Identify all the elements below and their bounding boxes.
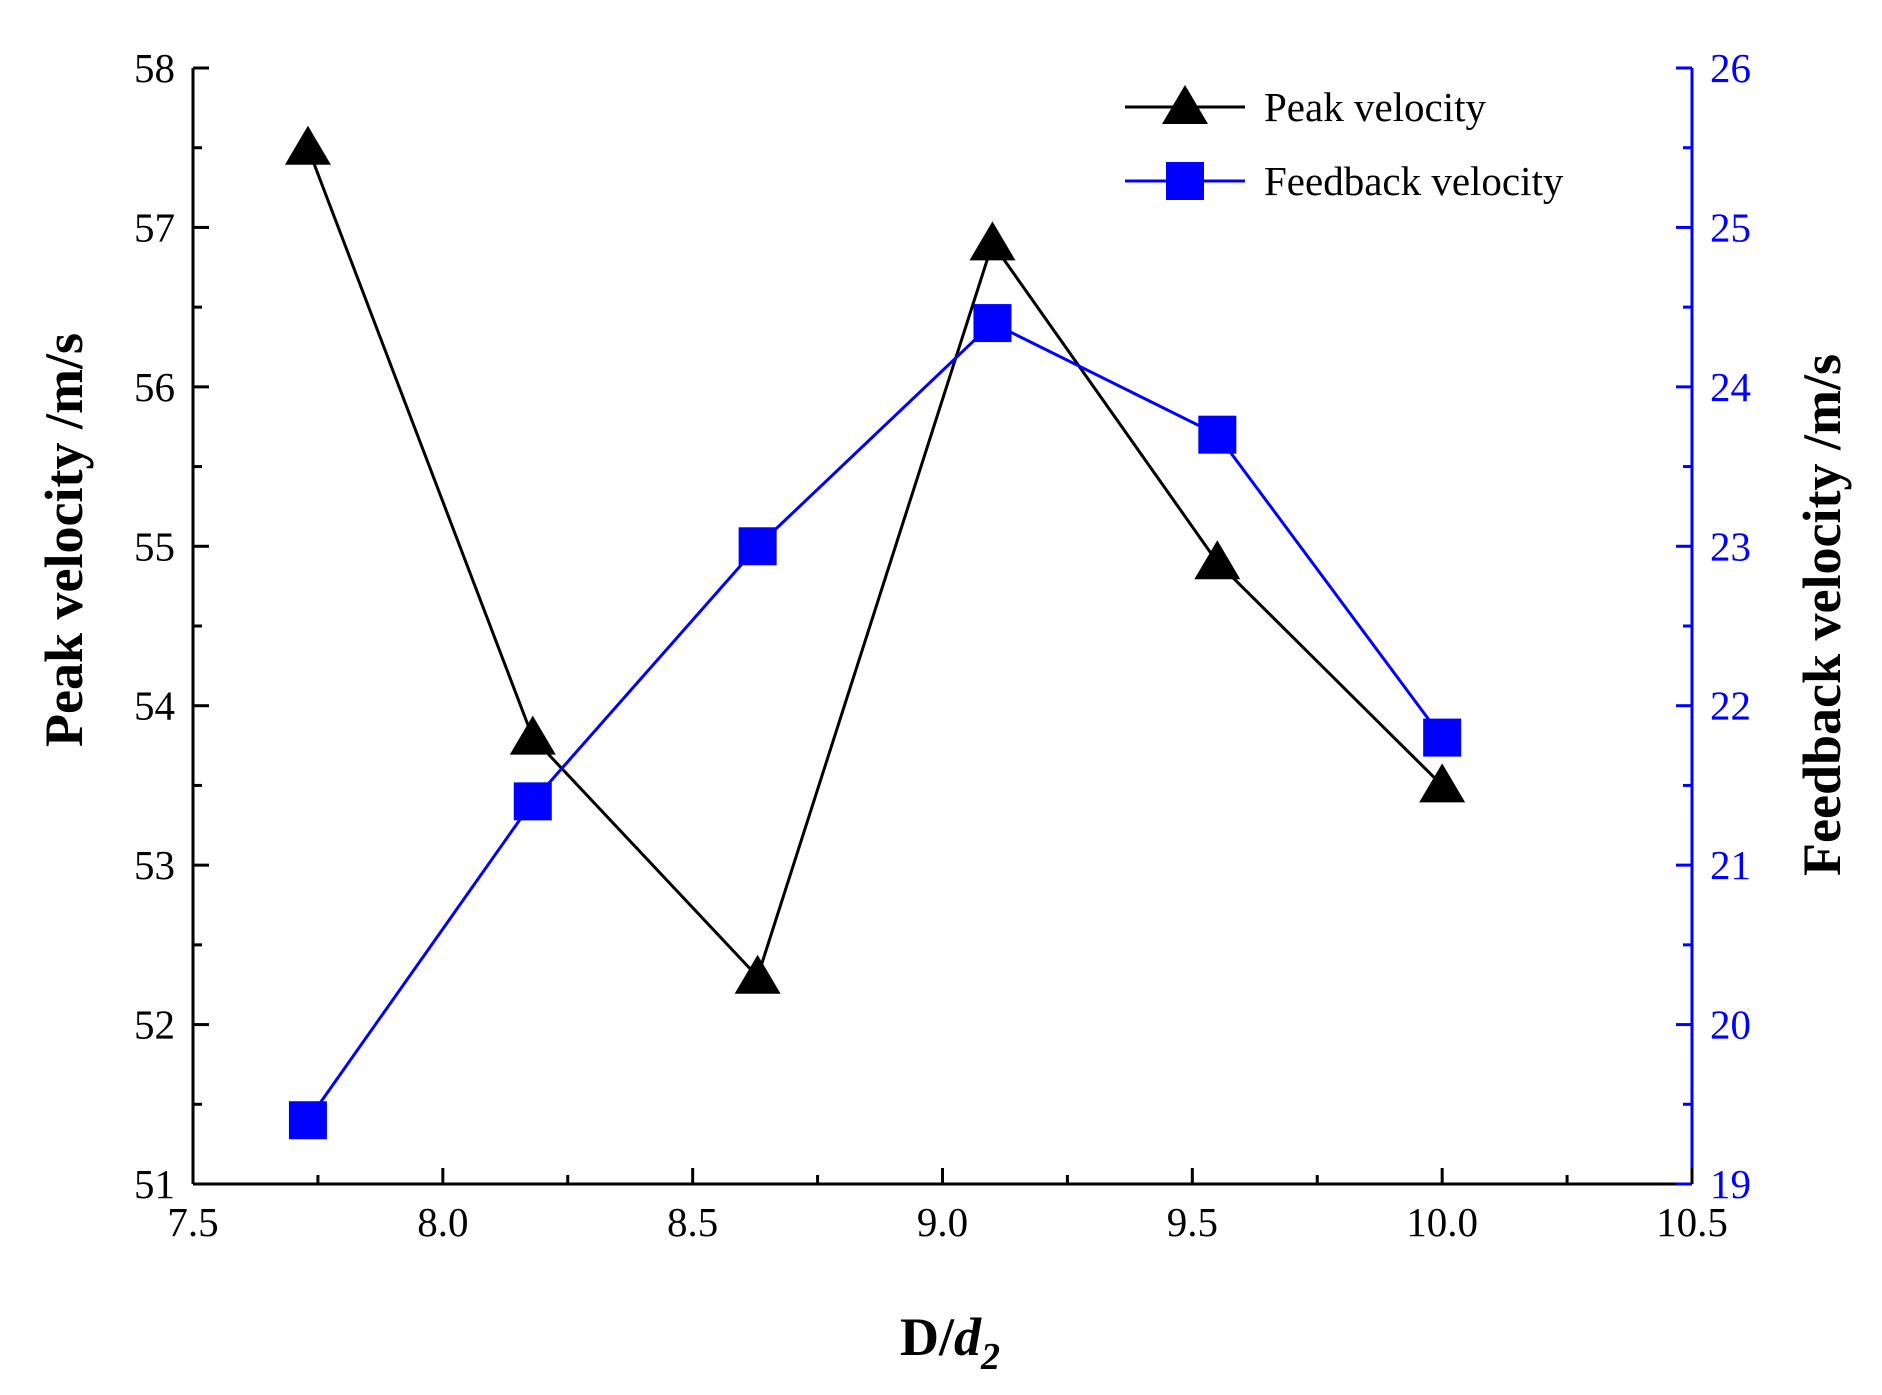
y-right-tick-label: 22 bbox=[1710, 683, 1751, 729]
y-right-tick-label: 24 bbox=[1710, 364, 1751, 410]
legend: Peak velocity Feedback velocity bbox=[1125, 84, 1564, 204]
legend-feedback-marker bbox=[1166, 162, 1204, 200]
x-tick-label: 9.5 bbox=[1167, 1199, 1218, 1245]
x-tick-label: 7.5 bbox=[167, 1199, 218, 1245]
legend-peak-marker bbox=[1162, 85, 1208, 124]
feedback-velocity-point bbox=[1423, 718, 1462, 757]
legend-peak-label: Peak velocity bbox=[1264, 84, 1487, 130]
x-tick-label: 10.0 bbox=[1406, 1199, 1478, 1245]
x-tick-label: 10.5 bbox=[1656, 1199, 1728, 1245]
x-axis-title-sub: 2 bbox=[980, 1336, 1000, 1378]
y-right-tick-label: 26 bbox=[1710, 45, 1751, 91]
x-tick-label: 8.5 bbox=[667, 1199, 718, 1245]
legend-feedback-label: Feedback velocity bbox=[1264, 158, 1564, 204]
x-axis-title-main: D/ bbox=[900, 1307, 955, 1367]
y-left-axis-title: Peak velocity /m/s bbox=[34, 333, 94, 747]
feedback-velocity-point bbox=[288, 1101, 327, 1140]
x-tick-label: 9.0 bbox=[917, 1199, 968, 1245]
y-left-tick-label: 58 bbox=[134, 45, 175, 91]
y-right-tick-label: 25 bbox=[1710, 204, 1751, 250]
peak-velocity-point bbox=[1419, 763, 1466, 803]
y-left-tick-label: 57 bbox=[134, 204, 175, 250]
ticks: 7.5 8.0 8.5 9.0 9.5 10.0 10.5 51 52 53 54 55 56 57 58 1… bbox=[134, 45, 1751, 1245]
feedback-velocity-point bbox=[973, 304, 1012, 343]
y-right-tick-label: 19 bbox=[1710, 1161, 1751, 1207]
y-right-tick-label: 20 bbox=[1710, 1002, 1751, 1048]
series-line-feedback bbox=[306, 321, 1444, 1122]
peak-velocity-point bbox=[1194, 540, 1241, 580]
axes bbox=[191, 68, 1694, 1186]
y-left-tick-label: 55 bbox=[134, 523, 175, 569]
peak-velocity-point bbox=[734, 954, 781, 994]
x-tick-label: 8.0 bbox=[417, 1199, 468, 1245]
y-left-tick-label: 54 bbox=[134, 683, 175, 729]
y-left-tick-label: 51 bbox=[134, 1161, 175, 1207]
peak-velocity-point bbox=[284, 125, 331, 165]
y-right-tick-label: 21 bbox=[1710, 842, 1751, 888]
peak-velocity-point bbox=[509, 715, 556, 755]
y-left-tick-label: 53 bbox=[134, 842, 175, 888]
y-right-tick-label: 23 bbox=[1710, 523, 1751, 569]
y-right-axis-title: Feedback velocity /m/s bbox=[1792, 354, 1852, 876]
feedback-velocity-point bbox=[738, 527, 777, 566]
feedback-velocity-point bbox=[1198, 415, 1237, 454]
series bbox=[284, 125, 1466, 1140]
feedback-velocity-point bbox=[513, 782, 552, 821]
x-axis-title: D/d2 bbox=[900, 1307, 1000, 1378]
peak-velocity-point bbox=[969, 221, 1016, 261]
y-left-tick-label: 52 bbox=[134, 1002, 175, 1048]
series-line-peak bbox=[306, 147, 1444, 980]
y-left-tick-label: 56 bbox=[134, 364, 175, 410]
x-axis-title-var: d bbox=[954, 1307, 982, 1367]
